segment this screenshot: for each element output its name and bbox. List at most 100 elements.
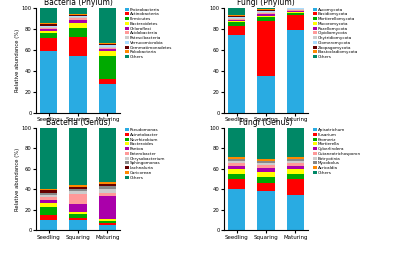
Bar bbox=[98, 193, 116, 196]
Bar bbox=[228, 161, 246, 163]
Bar bbox=[69, 16, 87, 17]
Bar bbox=[286, 166, 304, 169]
Title: Fungi (Phylum): Fungi (Phylum) bbox=[237, 0, 295, 7]
Bar bbox=[98, 49, 116, 51]
Bar bbox=[286, 157, 304, 159]
Bar bbox=[257, 163, 275, 165]
Bar bbox=[40, 207, 58, 215]
Bar bbox=[40, 25, 58, 26]
Bar bbox=[40, 33, 58, 38]
Bar bbox=[286, 6, 304, 7]
Bar bbox=[257, 14, 275, 16]
Bar bbox=[69, 214, 87, 218]
Bar bbox=[286, 179, 304, 195]
Bar bbox=[98, 84, 116, 113]
Bar bbox=[40, 26, 58, 27]
Bar bbox=[257, 183, 275, 191]
Bar bbox=[257, 165, 275, 168]
Bar bbox=[98, 47, 116, 48]
Bar bbox=[69, 194, 87, 204]
Bar bbox=[228, 8, 246, 15]
Bar bbox=[257, 13, 275, 14]
Bar bbox=[69, 17, 87, 18]
Bar bbox=[286, 169, 304, 174]
Bar bbox=[286, 13, 304, 15]
Bar bbox=[257, 161, 275, 163]
Bar bbox=[286, 9, 304, 10]
Bar bbox=[69, 28, 87, 37]
Bar bbox=[286, 30, 304, 113]
Bar bbox=[40, 8, 58, 23]
Bar bbox=[98, 182, 116, 184]
Bar bbox=[40, 215, 58, 220]
Bar bbox=[286, 10, 304, 11]
Legend: Ascomycota, Basidiomycota, Mortierellomycota, Mucoromycota, Rozellomycota, Olpid: Ascomycota, Basidiomycota, Mortierellomy… bbox=[314, 8, 358, 59]
Title: Bacteria (Phylum): Bacteria (Phylum) bbox=[44, 0, 112, 7]
Bar bbox=[98, 56, 116, 79]
Bar bbox=[286, 15, 304, 30]
Bar bbox=[228, 163, 246, 166]
Bar bbox=[257, 9, 275, 10]
Bar bbox=[40, 189, 58, 190]
Bar bbox=[69, 187, 87, 189]
Bar bbox=[257, 128, 275, 159]
Bar bbox=[98, 43, 116, 45]
Bar bbox=[69, 191, 87, 194]
Bar bbox=[228, 128, 246, 157]
Bar bbox=[286, 174, 304, 179]
Bar bbox=[69, 212, 87, 214]
Bar bbox=[257, 12, 275, 13]
Legend: Pseudomonas, Acinetobacter, Novrhizobium, Bacteroides, Pantoa, Enterobacter, Chr: Pseudomonas, Acinetobacter, Novrhizobium… bbox=[126, 128, 166, 179]
Bar bbox=[69, 218, 87, 220]
Bar bbox=[228, 174, 246, 179]
Bar bbox=[228, 26, 246, 35]
Bar bbox=[98, 184, 116, 186]
Bar bbox=[286, 195, 304, 230]
Bar bbox=[69, 220, 87, 230]
Bar bbox=[286, 12, 304, 13]
Bar bbox=[40, 51, 58, 113]
Bar bbox=[228, 35, 246, 113]
Bar bbox=[228, 20, 246, 21]
Bar bbox=[40, 38, 58, 51]
Bar bbox=[69, 204, 87, 212]
Bar bbox=[286, 161, 304, 163]
Bar bbox=[228, 15, 246, 16]
Bar bbox=[228, 169, 246, 174]
Y-axis label: Relative abundance (%): Relative abundance (%) bbox=[15, 28, 20, 92]
Bar bbox=[98, 8, 116, 43]
Bar bbox=[40, 220, 58, 230]
Bar bbox=[98, 219, 116, 221]
Bar bbox=[257, 21, 275, 76]
Bar bbox=[40, 190, 58, 193]
Bar bbox=[98, 128, 116, 182]
Bar bbox=[98, 51, 116, 56]
Bar bbox=[257, 11, 275, 12]
Bar bbox=[228, 16, 246, 17]
Bar bbox=[40, 28, 58, 29]
Bar bbox=[69, 18, 87, 20]
Bar bbox=[98, 46, 116, 47]
Bar bbox=[40, 195, 58, 197]
Bar bbox=[98, 189, 116, 193]
Bar bbox=[98, 186, 116, 189]
Bar bbox=[40, 128, 58, 189]
Legend: Proteobacteria, Actinobacteria, Firmicutes, Bacteroidetes, Chloroflexi, Acidobac: Proteobacteria, Actinobacteria, Firmicut… bbox=[126, 8, 172, 59]
Bar bbox=[257, 172, 275, 177]
Bar bbox=[98, 48, 116, 49]
Bar bbox=[69, 56, 87, 113]
Bar bbox=[40, 27, 58, 28]
Bar bbox=[98, 221, 116, 223]
Bar bbox=[69, 189, 87, 191]
Bar bbox=[69, 128, 87, 185]
Y-axis label: Relative abundance (%): Relative abundance (%) bbox=[15, 147, 20, 211]
Bar bbox=[257, 76, 275, 113]
Bar bbox=[286, 11, 304, 12]
Bar bbox=[286, 128, 304, 157]
Bar bbox=[228, 18, 246, 19]
Bar bbox=[228, 179, 246, 189]
Bar bbox=[257, 191, 275, 230]
Bar bbox=[40, 24, 58, 25]
Bar bbox=[98, 225, 116, 230]
Bar bbox=[98, 196, 116, 219]
